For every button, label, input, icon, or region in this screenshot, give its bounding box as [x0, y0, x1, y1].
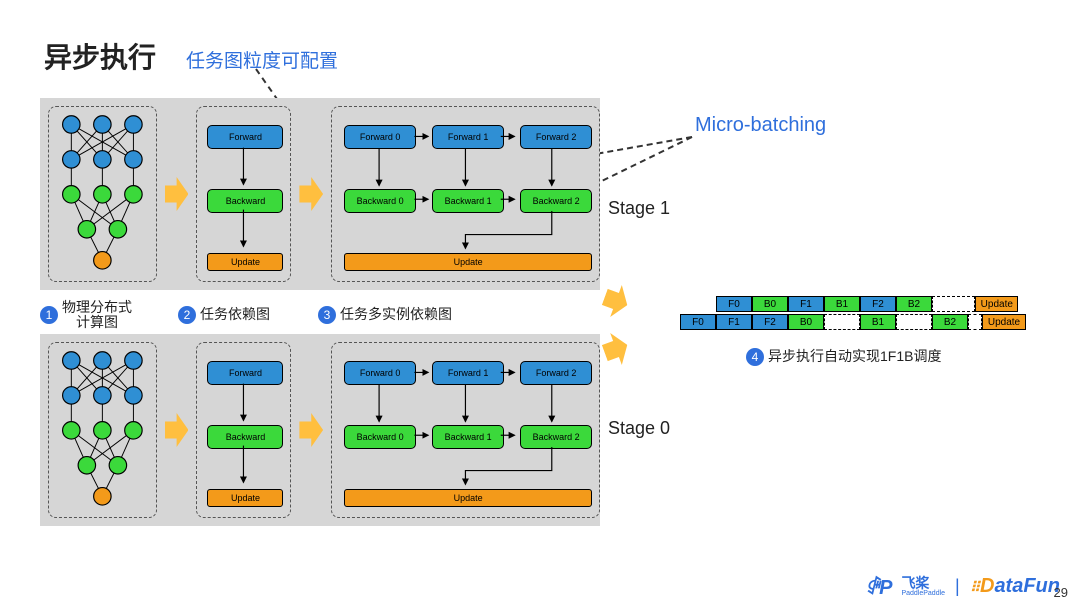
arrow-to-sched-upper — [599, 281, 633, 321]
arrow-icon — [165, 177, 189, 211]
sched-cell: F1 — [788, 296, 824, 312]
sched-cell — [824, 314, 860, 330]
update-box: Update — [207, 253, 283, 271]
forward-box: Forward — [207, 125, 283, 149]
sched-cell: F0 — [716, 296, 752, 312]
sched-cell: B0 — [752, 296, 788, 312]
arrow-icon — [299, 413, 323, 447]
caption-1: 1 物理分布式计算图 — [40, 300, 132, 331]
sched-cell — [932, 296, 975, 312]
sched-cell: B2 — [932, 314, 968, 330]
sched-cell: F2 — [860, 296, 896, 312]
page-number: 29 — [1054, 585, 1068, 600]
arrow-icon — [165, 413, 189, 447]
stage-0-label: Stage 0 — [608, 418, 670, 439]
datafun-logo: ⠿DataFun — [970, 575, 1060, 598]
badge-4: 4 — [746, 348, 764, 366]
stage-1-panel: Forward Backward Update Forward 0 Forwar… — [40, 98, 600, 290]
forward-1-box: Forward 1 — [432, 361, 504, 385]
sched-cell: F2 — [752, 314, 788, 330]
footer-logos: ꋤP 飞桨PaddlePaddle | ⠿DataFun — [864, 573, 1060, 600]
forward-box: Forward — [207, 361, 283, 385]
forward-2-box: Forward 2 — [520, 361, 592, 385]
paddle-logo-icon: ꋤP — [864, 573, 891, 600]
sched-cell: B0 — [788, 314, 824, 330]
sched-cell: Update — [975, 296, 1018, 312]
update-box-wide: Update — [344, 489, 592, 507]
caption-3: 3任务多实例依赖图 — [318, 304, 452, 324]
backward-box: Backward — [207, 189, 283, 213]
task-dep-col: Forward Backward Update — [196, 342, 291, 518]
task-dep-col: Forward Backward Update — [196, 106, 291, 282]
computation-graph-svg — [49, 107, 156, 278]
forward-0-box: Forward 0 — [344, 361, 416, 385]
backward-1-box: Backward 1 — [432, 425, 504, 449]
backward-1-box: Backward 1 — [432, 189, 504, 213]
sched-cell: F0 — [680, 314, 716, 330]
forward-2-box: Forward 2 — [520, 125, 592, 149]
schedule-1f1b: F0B0F1B1F2B2UpdateF0F1F2B0B1B2Update — [680, 296, 1060, 332]
sched-cell — [968, 314, 982, 330]
sched-cell: B1 — [824, 296, 860, 312]
dashed-arrow-mb-1 — [584, 136, 693, 190]
backward-2-box: Backward 2 — [520, 425, 592, 449]
stage-1-label: Stage 1 — [608, 198, 670, 219]
forward-1-box: Forward 1 — [432, 125, 504, 149]
sched-cell: B2 — [896, 296, 932, 312]
computation-graph-col — [48, 342, 157, 518]
sched-cell: Update — [982, 314, 1025, 330]
arrow-icon — [299, 177, 323, 211]
stage-0-panel: Forward Backward Update Forward 0 Forwar… — [40, 334, 600, 526]
backward-2-box: Backward 2 — [520, 189, 592, 213]
caption-4: 4异步执行自动实现1F1B调度 — [746, 346, 941, 366]
sched-cell: F1 — [716, 314, 752, 330]
forward-0-box: Forward 0 — [344, 125, 416, 149]
slide-subtitle: 任务图粒度可配置 — [186, 46, 338, 73]
caption-2: 2任务依赖图 — [178, 304, 270, 324]
computation-graph-col — [48, 106, 157, 282]
badge-2: 2 — [178, 306, 196, 324]
update-box: Update — [207, 489, 283, 507]
logo-divider: | — [955, 576, 960, 597]
badge-3: 3 — [318, 306, 336, 324]
backward-0-box: Backward 0 — [344, 189, 416, 213]
paddle-logo-text: 飞桨PaddlePaddle — [901, 576, 945, 597]
sched-cell: B1 — [860, 314, 896, 330]
backward-0-box: Backward 0 — [344, 425, 416, 449]
multi-instance-col: Forward 0 Forward 1 Forward 2 Backward 0… — [331, 342, 600, 518]
backward-box: Backward — [207, 425, 283, 449]
sched-cell — [896, 314, 932, 330]
badge-1: 1 — [40, 306, 58, 324]
update-box-wide: Update — [344, 253, 592, 271]
slide-title: 异步执行 — [44, 36, 156, 76]
computation-graph-svg — [49, 343, 156, 514]
multi-instance-col: Forward 0 Forward 1 Forward 2 Backward 0… — [331, 106, 600, 282]
arrow-to-sched-lower — [599, 329, 633, 369]
micro-batching-label: Micro-batching — [695, 114, 826, 137]
